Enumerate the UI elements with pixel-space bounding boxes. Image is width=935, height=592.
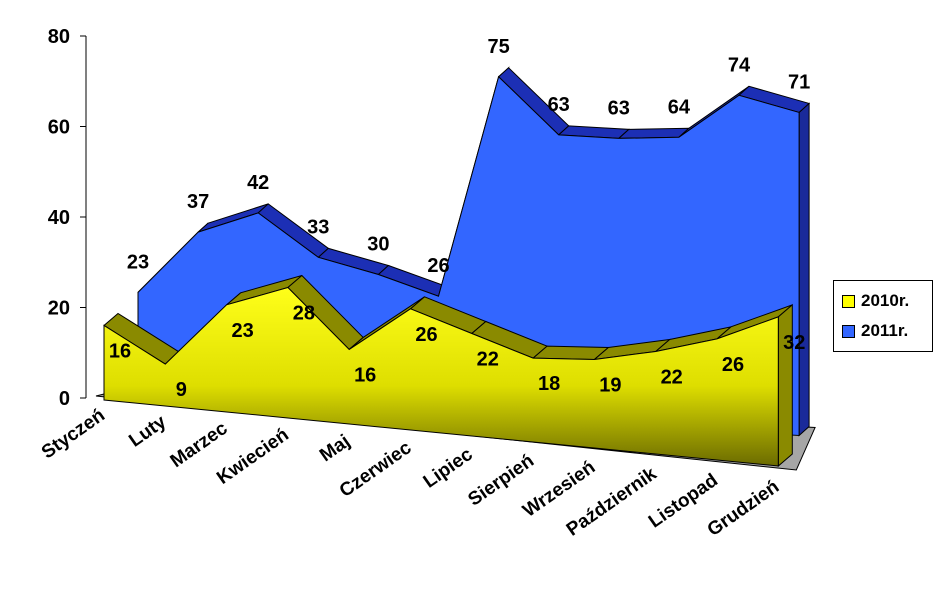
series-2011-side-wall	[798, 102, 810, 437]
data-label-2010: 26	[722, 354, 744, 376]
series-2010-face	[103, 286, 779, 467]
data-label-2010: 19	[599, 374, 621, 396]
data-labels: 23 37 42 33 30 26 75 63 63 64 74 71 16 9 23 28 16 26 22 18 1…	[109, 36, 810, 401]
legend: 2010r. 2011r.	[833, 280, 933, 352]
series-2010-area	[103, 274, 793, 468]
legend-item-2010: 2010r.	[842, 291, 909, 311]
data-label-2011: 74	[728, 54, 751, 76]
y-tick-label: 60	[48, 117, 70, 139]
y-tick-label: 40	[48, 207, 70, 229]
data-label-2011: 30	[367, 234, 389, 256]
data-label-2011: 71	[788, 71, 810, 93]
y-tick-label: 0	[59, 388, 70, 410]
x-tick-label: Luty	[125, 411, 170, 451]
data-label-2011: 63	[548, 94, 570, 116]
data-label-2010: 28	[293, 303, 315, 325]
data-label-2010: 32	[783, 332, 805, 354]
series-2010-side-wall	[777, 303, 793, 468]
data-label-2010: 9	[176, 379, 187, 401]
data-label-2011: 64	[668, 96, 691, 118]
y-tick-label: 20	[48, 298, 70, 320]
data-label-2010: 18	[538, 373, 560, 395]
data-label-2011: 37	[187, 191, 209, 213]
legend-item-2011: 2011r.	[842, 321, 908, 341]
data-label-2011: 33	[307, 216, 329, 238]
data-label-2010: 26	[415, 324, 437, 346]
data-label-2010: 16	[109, 340, 131, 362]
data-label-2010: 22	[477, 348, 499, 370]
data-label-2010: 22	[661, 366, 683, 388]
x-tick-label: Lipiec	[420, 444, 477, 493]
x-tick-label: Styczeń	[38, 405, 109, 463]
data-label-2011: 26	[427, 255, 449, 277]
data-label-2010: 16	[354, 364, 376, 386]
x-tick-label: Marzec	[167, 418, 232, 472]
legend-label-2011: 2011r.	[861, 321, 909, 340]
data-label-2011: 42	[247, 172, 269, 194]
legend-swatch-2010	[842, 294, 855, 308]
legend-swatch-2011	[842, 324, 855, 338]
data-label-2011: 63	[608, 97, 630, 119]
y-tick-label: 80	[48, 26, 70, 48]
legend-label-2010: 2010r.	[861, 291, 910, 310]
data-label-2011: 23	[127, 251, 149, 273]
data-label-2010: 23	[231, 320, 253, 342]
y-axis-tick-labels: 0 20 40 60 80	[48, 26, 70, 410]
x-tick-label: Maj	[316, 431, 354, 466]
data-label-2011: 75	[487, 36, 509, 58]
